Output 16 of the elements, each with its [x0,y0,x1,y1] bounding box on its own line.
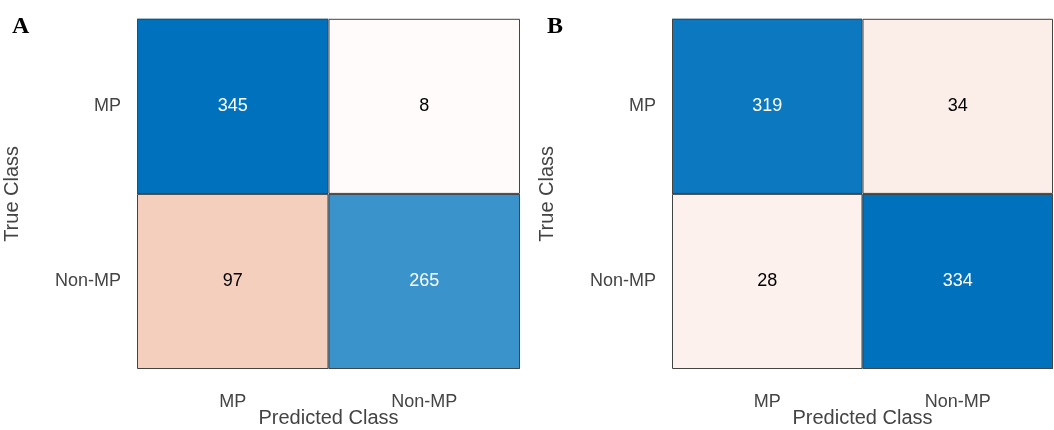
y-axis-title: True Class [534,145,557,242]
x-tick-label: Non-MP [391,390,458,411]
chart-title: B [547,12,564,39]
chart-title: A [12,12,30,39]
y-axis-title: True Class [0,145,22,242]
data-label: 34 [947,95,968,116]
data-label: 8 [419,95,430,116]
data-label: 345 [217,95,248,116]
data-label: 334 [942,270,973,291]
data-label: 319 [752,95,783,116]
data-label: 97 [222,270,243,291]
data-label: 28 [757,270,778,291]
x-tick-label: MP [219,390,247,411]
x-tick-label: MP [753,390,781,411]
x-tick-label: Non-MP [924,390,991,411]
data-label: 265 [409,270,440,291]
